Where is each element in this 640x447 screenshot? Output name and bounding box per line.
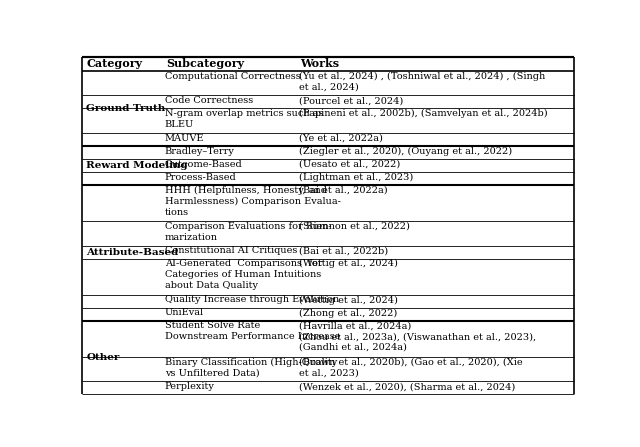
Text: (Wettig et al., 2024): (Wettig et al., 2024) xyxy=(299,295,397,304)
Text: (Bai et al., 2022a): (Bai et al., 2022a) xyxy=(299,186,387,195)
Text: N-gram overlap metrics such as
BLEU: N-gram overlap metrics such as BLEU xyxy=(165,109,323,129)
Text: Binary Classification (High-Quality
vs Unfiltered Data): Binary Classification (High-Quality vs U… xyxy=(165,358,337,377)
Text: (Wettig et al., 2024): (Wettig et al., 2024) xyxy=(299,259,397,269)
Text: Comparison Evaluations for Sum-
marization: Comparison Evaluations for Sum- marizati… xyxy=(165,222,332,241)
Text: Process-Based: Process-Based xyxy=(165,173,237,182)
Text: (Pourcel et al., 2024): (Pourcel et al., 2024) xyxy=(299,96,403,105)
Text: (Ziegler et al., 2020), (Ouyang et al., 2022): (Ziegler et al., 2020), (Ouyang et al., … xyxy=(299,147,512,156)
Text: Quality Increase through Evolution: Quality Increase through Evolution xyxy=(165,295,339,304)
Text: Bradley–Terry: Bradley–Terry xyxy=(165,147,235,156)
Text: Category: Category xyxy=(86,59,143,69)
Text: (Wenzek et al., 2020), (Sharma et al., 2024): (Wenzek et al., 2020), (Sharma et al., 2… xyxy=(299,382,515,391)
Text: (Lightman et al., 2023): (Lightman et al., 2023) xyxy=(299,173,413,182)
Text: (Ye et al., 2022a): (Ye et al., 2022a) xyxy=(299,134,383,143)
Text: Other: Other xyxy=(86,353,120,362)
Text: Perplexity: Perplexity xyxy=(165,382,214,391)
Text: Constitutional AI Critiques: Constitutional AI Critiques xyxy=(165,246,297,255)
Text: (Papineni et al., 2002b), (Samvelyan et al., 2024b): (Papineni et al., 2002b), (Samvelyan et … xyxy=(299,109,547,118)
Text: Subcategory: Subcategory xyxy=(166,59,244,69)
Text: Attribute-Based: Attribute-Based xyxy=(86,249,179,257)
Text: Student Solve Rate
Downstream Performance Increase: Student Solve Rate Downstream Performanc… xyxy=(165,321,340,341)
Text: (Havrilla et al., 2024a)
(Zhou et al., 2023a), (Viswanathan et al., 2023),
(Gand: (Havrilla et al., 2024a) (Zhou et al., 2… xyxy=(299,321,536,352)
Text: (Stiennon et al., 2022): (Stiennon et al., 2022) xyxy=(299,222,410,231)
Text: MAUVE: MAUVE xyxy=(165,134,204,143)
Text: (Yu et al., 2024) , (Toshniwal et al., 2024) , (Singh
et al., 2024): (Yu et al., 2024) , (Toshniwal et al., 2… xyxy=(299,72,545,92)
Text: (Bai et al., 2022b): (Bai et al., 2022b) xyxy=(299,246,388,255)
Text: (Zhong et al., 2022): (Zhong et al., 2022) xyxy=(299,308,397,317)
Text: HHH (Helpfulness, Honesty, and
Harmlessness) Comparison Evalua-
tions: HHH (Helpfulness, Honesty, and Harmlessn… xyxy=(165,186,340,216)
Text: (Brown et al., 2020b), (Gao et al., 2020), (Xie
et al., 2023): (Brown et al., 2020b), (Gao et al., 2020… xyxy=(299,358,522,377)
Text: AI-Generated  Comparisons  for
Categories of Human Intuitions
about Data Quality: AI-Generated Comparisons for Categories … xyxy=(165,259,323,290)
Text: Reward Modeling: Reward Modeling xyxy=(86,161,188,170)
Text: Computational Correctness: Computational Correctness xyxy=(165,72,301,80)
Text: Code Correctness: Code Correctness xyxy=(165,96,253,105)
Text: Outcome-Based: Outcome-Based xyxy=(165,160,243,169)
Text: (Uesato et al., 2022): (Uesato et al., 2022) xyxy=(299,160,400,169)
Text: UniEval: UniEval xyxy=(165,308,204,317)
Text: Works: Works xyxy=(300,59,339,69)
Text: Ground Truth: Ground Truth xyxy=(86,104,166,113)
